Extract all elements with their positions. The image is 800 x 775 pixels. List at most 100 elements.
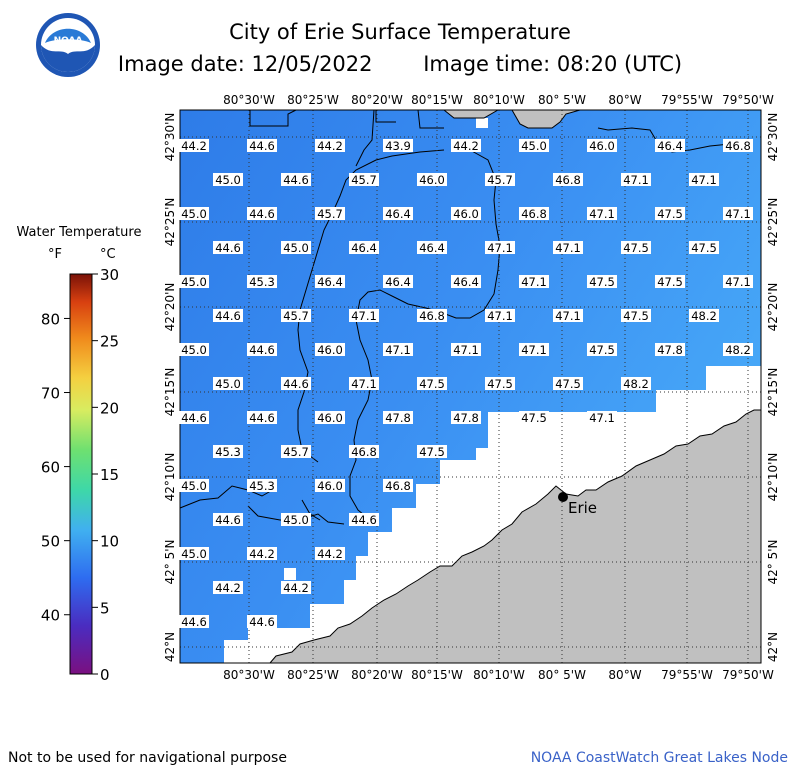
longitude-label: 80°20'W — [351, 93, 403, 107]
temperature-value: 47.1 — [451, 343, 481, 357]
temperature-value: 46.8 — [417, 309, 447, 323]
temperature-text: 47.5 — [419, 445, 445, 459]
latitude-label: 42°10'N — [163, 453, 177, 502]
temperature-text: 45.0 — [215, 173, 241, 187]
land-south — [268, 409, 762, 664]
longitude-label: 80°30'W — [223, 668, 275, 682]
legend-celsius-tick: 20 — [100, 399, 119, 417]
temperature-value: 47.5 — [655, 275, 685, 289]
temperature-text: 45.7 — [487, 173, 513, 187]
temperature-value: 47.1 — [553, 241, 583, 255]
longitude-labels-top: 80°30'W 80°25'W 80°20'W 80°15'W 80°10'W 80° 5… — [223, 93, 774, 107]
temperature-value: 45.7 — [349, 173, 379, 187]
temperature-value: 44.6 — [281, 377, 311, 391]
temperature-value: 45.0 — [179, 207, 209, 221]
temperature-value: 45.0 — [213, 377, 243, 391]
temperature-text: 47.1 — [623, 173, 649, 187]
temperature-value: 44.6 — [247, 139, 277, 153]
temperature-value: 46.4 — [383, 207, 413, 221]
latitude-label: 42°15'N — [766, 368, 780, 417]
longitude-label: 80°20'W — [351, 668, 403, 682]
temperature-value: 47.1 — [519, 275, 549, 289]
temperature-value: 43.9 — [383, 139, 413, 153]
temperature-value: 47.1 — [383, 343, 413, 357]
temperature-text: 45.7 — [351, 173, 377, 187]
temperature-value: 46.4 — [451, 275, 481, 289]
temperature-value: 47.5 — [519, 411, 549, 425]
temperature-text: 46.4 — [453, 275, 479, 289]
legend-celsius-tick: 15 — [100, 466, 119, 484]
temperature-text: 46.8 — [385, 479, 411, 493]
temperature-value: 47.5 — [553, 377, 583, 391]
temperature-text: 46.8 — [351, 445, 377, 459]
temperature-text: 47.1 — [521, 275, 547, 289]
latitude-label: 42°20'N — [766, 283, 780, 332]
temperature-text: 44.6 — [249, 615, 275, 629]
temperature-value: 47.1 — [519, 343, 549, 357]
temperature-value: 45.7 — [315, 207, 345, 221]
temperature-value: 46.4 — [315, 275, 345, 289]
latitude-label: 42° 5'N — [766, 540, 780, 585]
legend-color-bar — [69, 273, 93, 675]
latitude-label: 42°30'N — [163, 113, 177, 162]
temperature-text: 47.8 — [385, 411, 411, 425]
temperature-value: 47.5 — [621, 309, 651, 323]
temperature-text: 45.0 — [215, 377, 241, 391]
temperature-text: 48.2 — [691, 309, 717, 323]
temperature-text: 47.8 — [453, 411, 479, 425]
temperature-value: 45.3 — [213, 445, 243, 459]
latitude-label: 42°30'N — [766, 113, 780, 162]
temperature-text: 46.4 — [351, 241, 377, 255]
temperature-value: 45.0 — [179, 547, 209, 561]
temperature-text: 47.1 — [487, 309, 513, 323]
temperature-value: 44.6 — [179, 411, 209, 425]
temperature-text: 47.5 — [657, 275, 683, 289]
temperature-text: 47.1 — [555, 241, 581, 255]
temperature-value: 47.1 — [587, 411, 617, 425]
longitude-label: 79°50'W — [722, 668, 774, 682]
temperature-text: 44.6 — [283, 377, 309, 391]
temperature-text: 47.5 — [691, 241, 717, 255]
temperature-text: 44.6 — [249, 207, 275, 221]
longitude-label: 80°15'W — [411, 93, 463, 107]
temperature-text: 47.1 — [555, 309, 581, 323]
temperature-value: 47.5 — [655, 207, 685, 221]
longitude-label: 80°10'W — [473, 93, 525, 107]
temperature-text: 45.3 — [249, 275, 275, 289]
temperature-text: 47.5 — [555, 377, 581, 391]
temperature-text: 46.8 — [419, 309, 445, 323]
legend-celsius-tick: 5 — [100, 599, 110, 617]
temperature-text: 45.7 — [317, 207, 343, 221]
temperature-text: 43.9 — [385, 139, 411, 153]
latitude-label: 42°N — [163, 632, 177, 662]
temperature-labels: 44.2 44.6 44.2 43.9 44.2 45.0 46.0 46.4 46.8 45.0… — [179, 139, 753, 629]
temperature-text: 46.4 — [385, 207, 411, 221]
temperature-text: 44.6 — [283, 173, 309, 187]
temperature-text: 45.0 — [181, 547, 207, 561]
temperature-value: 44.6 — [213, 513, 243, 527]
temperature-text: 46.8 — [555, 173, 581, 187]
temperature-text: 47.1 — [521, 343, 547, 357]
temperature-value: 44.6 — [247, 343, 277, 357]
temperature-value: 47.1 — [587, 207, 617, 221]
temperature-value: 44.6 — [281, 173, 311, 187]
temperature-value: 46.8 — [349, 445, 379, 459]
temperature-value: 45.0 — [179, 275, 209, 289]
temperature-text: 45.0 — [521, 139, 547, 153]
longitude-label: 79°50'W — [722, 93, 774, 107]
temperature-value: 46.4 — [349, 241, 379, 255]
temperature-text: 47.5 — [419, 377, 445, 391]
land-north — [442, 109, 581, 129]
temperature-text: 48.2 — [725, 343, 751, 357]
temperature-text: 47.1 — [691, 173, 717, 187]
temperature-text: 46.4 — [657, 139, 683, 153]
temperature-value: 47.1 — [485, 309, 515, 323]
temperature-text: 47.1 — [725, 207, 751, 221]
temperature-value: 45.0 — [179, 343, 209, 357]
latitude-label: 42°20'N — [163, 283, 177, 332]
temperature-text: 44.2 — [317, 139, 343, 153]
temperature-value: 46.4 — [417, 241, 447, 255]
legend-fahrenheit-tick: 70 — [41, 385, 60, 403]
temperature-text: 44.2 — [317, 547, 343, 561]
temperature-value: 47.1 — [723, 207, 753, 221]
